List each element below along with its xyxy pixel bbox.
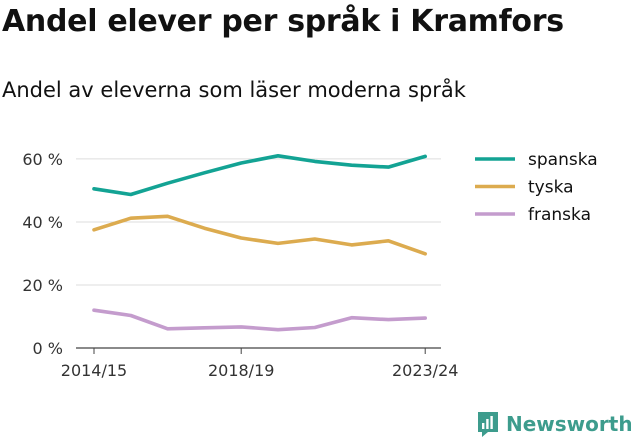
y-tick-label: 0 % — [33, 339, 63, 358]
x-tick-label: 2014/15 — [61, 361, 127, 380]
x-axis: 2014/15 2018/19 2023/24 — [61, 348, 458, 380]
newsworthy-logo-icon — [478, 412, 498, 437]
brand-logo: Newsworthy — [476, 408, 631, 440]
series-line-franska — [92, 308, 428, 332]
y-axis-ticks: 0 % 20 % 40 % 60 % — [22, 150, 63, 358]
chart-title: Andel elever per språk i Kramfors — [2, 4, 564, 39]
legend-label-spanska: spanska — [528, 150, 598, 170]
y-tick-label: 60 % — [22, 150, 63, 169]
brand-name: Newsworthy — [506, 412, 631, 436]
legend-label-franska: franska — [528, 205, 591, 225]
series-line-tyska — [92, 214, 428, 256]
series-line-spanska — [92, 154, 428, 197]
series-lines — [92, 154, 428, 332]
x-tick-label: 2023/24 — [392, 361, 458, 380]
x-tick-label: 2018/19 — [208, 361, 274, 380]
legend-label-tyska: tyska — [528, 178, 574, 198]
y-tick-label: 20 % — [22, 276, 63, 295]
chart-subtitle: Andel av eleverna som läser moderna språ… — [2, 78, 466, 102]
y-tick-label: 40 % — [22, 213, 63, 232]
legend: spanska tyska franska — [475, 150, 598, 225]
